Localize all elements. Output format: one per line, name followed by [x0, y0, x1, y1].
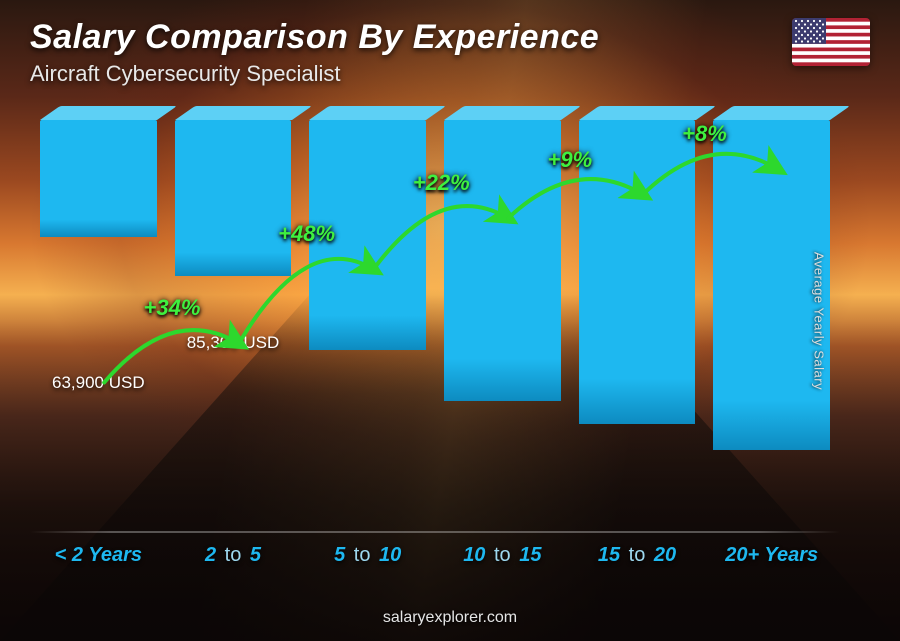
bar	[175, 120, 292, 276]
bar-top-face	[579, 106, 716, 120]
bar-category-label: 20+ Years	[713, 544, 830, 567]
chart-title: Salary Comparison By Experience	[30, 18, 870, 57]
us-flag-icon	[792, 18, 870, 66]
bar-top-face	[309, 106, 446, 120]
bar-category-label: 2 to 5	[175, 544, 292, 567]
chart-subtitle: Aircraft Cybersecurity Specialist	[30, 61, 870, 87]
bar-wrap: 63,900 USD < 2 Years	[40, 120, 157, 531]
bar-top-face	[444, 106, 581, 120]
y-axis-label: Average Yearly Salary	[811, 251, 826, 389]
bar-wrap: 126,000 USD 5 to 10	[309, 120, 426, 531]
footer-source: salaryexplorer.com	[0, 609, 900, 627]
bar	[40, 120, 157, 237]
growth-pct-label: +8%	[682, 121, 727, 147]
growth-pct-label: +48%	[278, 221, 335, 247]
growth-pct-label: +9%	[548, 147, 593, 173]
bar-chart: 63,900 USD < 2 Years 85,300 USD 2 to 5 1…	[40, 120, 830, 571]
bar-value-label: 63,900 USD	[40, 373, 157, 393]
bar-top-face	[175, 106, 312, 120]
bar	[444, 120, 561, 401]
bar-category-label: < 2 Years	[40, 544, 157, 567]
header: Salary Comparison By Experience Aircraft…	[30, 18, 870, 87]
bar	[579, 120, 696, 424]
growth-pct-label: +34%	[144, 295, 201, 321]
bar-category-label: 5 to 10	[309, 544, 426, 567]
growth-pct-label: +22%	[413, 170, 470, 196]
bar-top-face	[40, 106, 177, 120]
bar-wrap: 85,300 USD 2 to 5	[175, 120, 292, 531]
bar-top-face	[713, 106, 850, 120]
bar-value-label: 85,300 USD	[175, 333, 292, 353]
bar-category-label: 15 to 20	[579, 544, 696, 567]
bar-wrap: 167,000 USD 15 to 20	[579, 120, 696, 531]
bar-category-label: 10 to 15	[444, 544, 561, 567]
